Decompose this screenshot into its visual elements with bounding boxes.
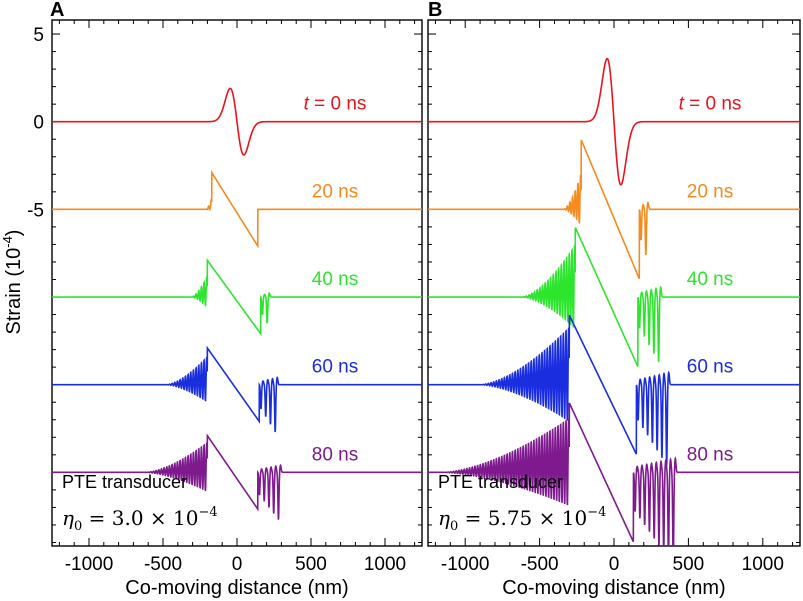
y-axis-title-main: Strain (10 [3,248,25,335]
series-label-text: 60 ns [312,357,358,378]
series-line-1 [52,170,422,249]
x-tick-label: 500 [295,554,327,575]
y-tick-label: 5 [33,25,44,46]
series-label: 20 ns [312,181,358,202]
x-tick-label: 0 [609,554,620,575]
series-line-3 [52,345,422,433]
x-axis-title: Co-moving distance (nm) [125,577,348,599]
eta-coefficient: = 5.75 × 10 [458,506,587,530]
series-label: 40 ns [312,269,358,290]
y-tick-label: -5 [27,200,44,221]
series-line-2 [52,257,422,337]
series-label: 60 ns [312,357,358,378]
series-line-2 [428,227,800,367]
series-label: 60 ns [687,357,733,378]
y-axis-title-exponent: -4 [0,236,15,248]
y-axis-title-close: ) [3,230,25,237]
series-label-text: = 0 ns [684,94,742,115]
x-tick-label: -1000 [441,554,490,575]
series-label: t = 0 ns [679,94,742,115]
series-label-var: t [679,94,685,115]
annotation-text: PTE transducer [62,472,187,492]
series-label-text: 80 ns [312,444,358,465]
eta-exponent: −4 [198,505,217,520]
eta-symbol: η [62,506,74,530]
x-tick-label: 1000 [364,554,406,575]
series-line-3 [428,314,800,466]
eta-symbol: η [438,506,450,530]
plot-frame [51,19,423,547]
eta-equation: η0 = 5.75 × 10−4 [438,505,606,534]
panel-a: A -1000 -500 0 500 1000 5 0 -5 Co-moving distance… [27,0,423,599]
series-line-0 [428,57,800,186]
x-tick-label: 500 [673,554,705,575]
series-label: 40 ns [687,269,733,290]
x-tick-label: -500 [521,554,559,575]
series-label-var: t [304,94,310,115]
eta-exponent: −4 [587,505,606,520]
eta-equation: η0 = 3.0 × 10−4 [62,505,218,534]
eta-coefficient: = 3.0 × 10 [82,506,198,530]
series-label-text: 20 ns [687,181,733,202]
series-line-4 [52,433,422,520]
series-label: 20 ns [687,181,733,202]
series-label: 80 ns [687,444,733,465]
x-tick-label: -500 [144,554,182,575]
annotation-text: PTE transducer [438,472,563,492]
eta-subscript: 0 [74,519,82,534]
panel-label: B [428,0,442,21]
series-line-1 [428,139,800,280]
series-label-text: 20 ns [312,181,358,202]
y-tick-label: 0 [33,113,44,134]
x-tick-label: 1000 [742,554,784,575]
eta-subscript: 0 [450,519,458,534]
series-label: t = 0 ns [304,94,367,115]
y-axis-title: Strain (10-4) [0,230,25,335]
x-tick-label: -1000 [65,554,114,575]
series-label: 80 ns [312,444,358,465]
x-axis-title: Co-moving distance (nm) [502,577,725,599]
series-label-text: 40 ns [687,269,733,290]
series-label-text: 80 ns [687,444,733,465]
series-line-4 [428,402,800,546]
panel-b: B -1000 -500 0 500 1000 Co-moving distance (nm… [427,0,801,599]
series-label-text: 60 ns [687,357,733,378]
series-label-text: 40 ns [312,269,358,290]
series-label-text: = 0 ns [309,94,367,115]
x-tick-label: 0 [232,554,243,575]
series-line-0 [52,87,422,156]
panel-label: A [50,0,64,21]
